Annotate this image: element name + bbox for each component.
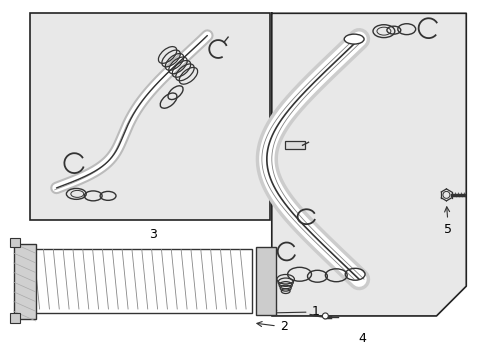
Bar — [14, 243, 36, 319]
Bar — [284, 141, 304, 149]
Bar — [10, 238, 20, 247]
Bar — [10, 313, 20, 323]
Circle shape — [322, 313, 327, 319]
Text: 3: 3 — [148, 228, 156, 240]
Bar — [30, 13, 269, 220]
Text: 1: 1 — [271, 306, 319, 319]
Text: 4: 4 — [357, 332, 366, 345]
Polygon shape — [271, 13, 466, 316]
Bar — [255, 247, 275, 315]
Ellipse shape — [344, 34, 364, 44]
Text: 5: 5 — [444, 207, 451, 236]
Text: 2: 2 — [256, 320, 287, 333]
Bar — [32, 249, 251, 313]
